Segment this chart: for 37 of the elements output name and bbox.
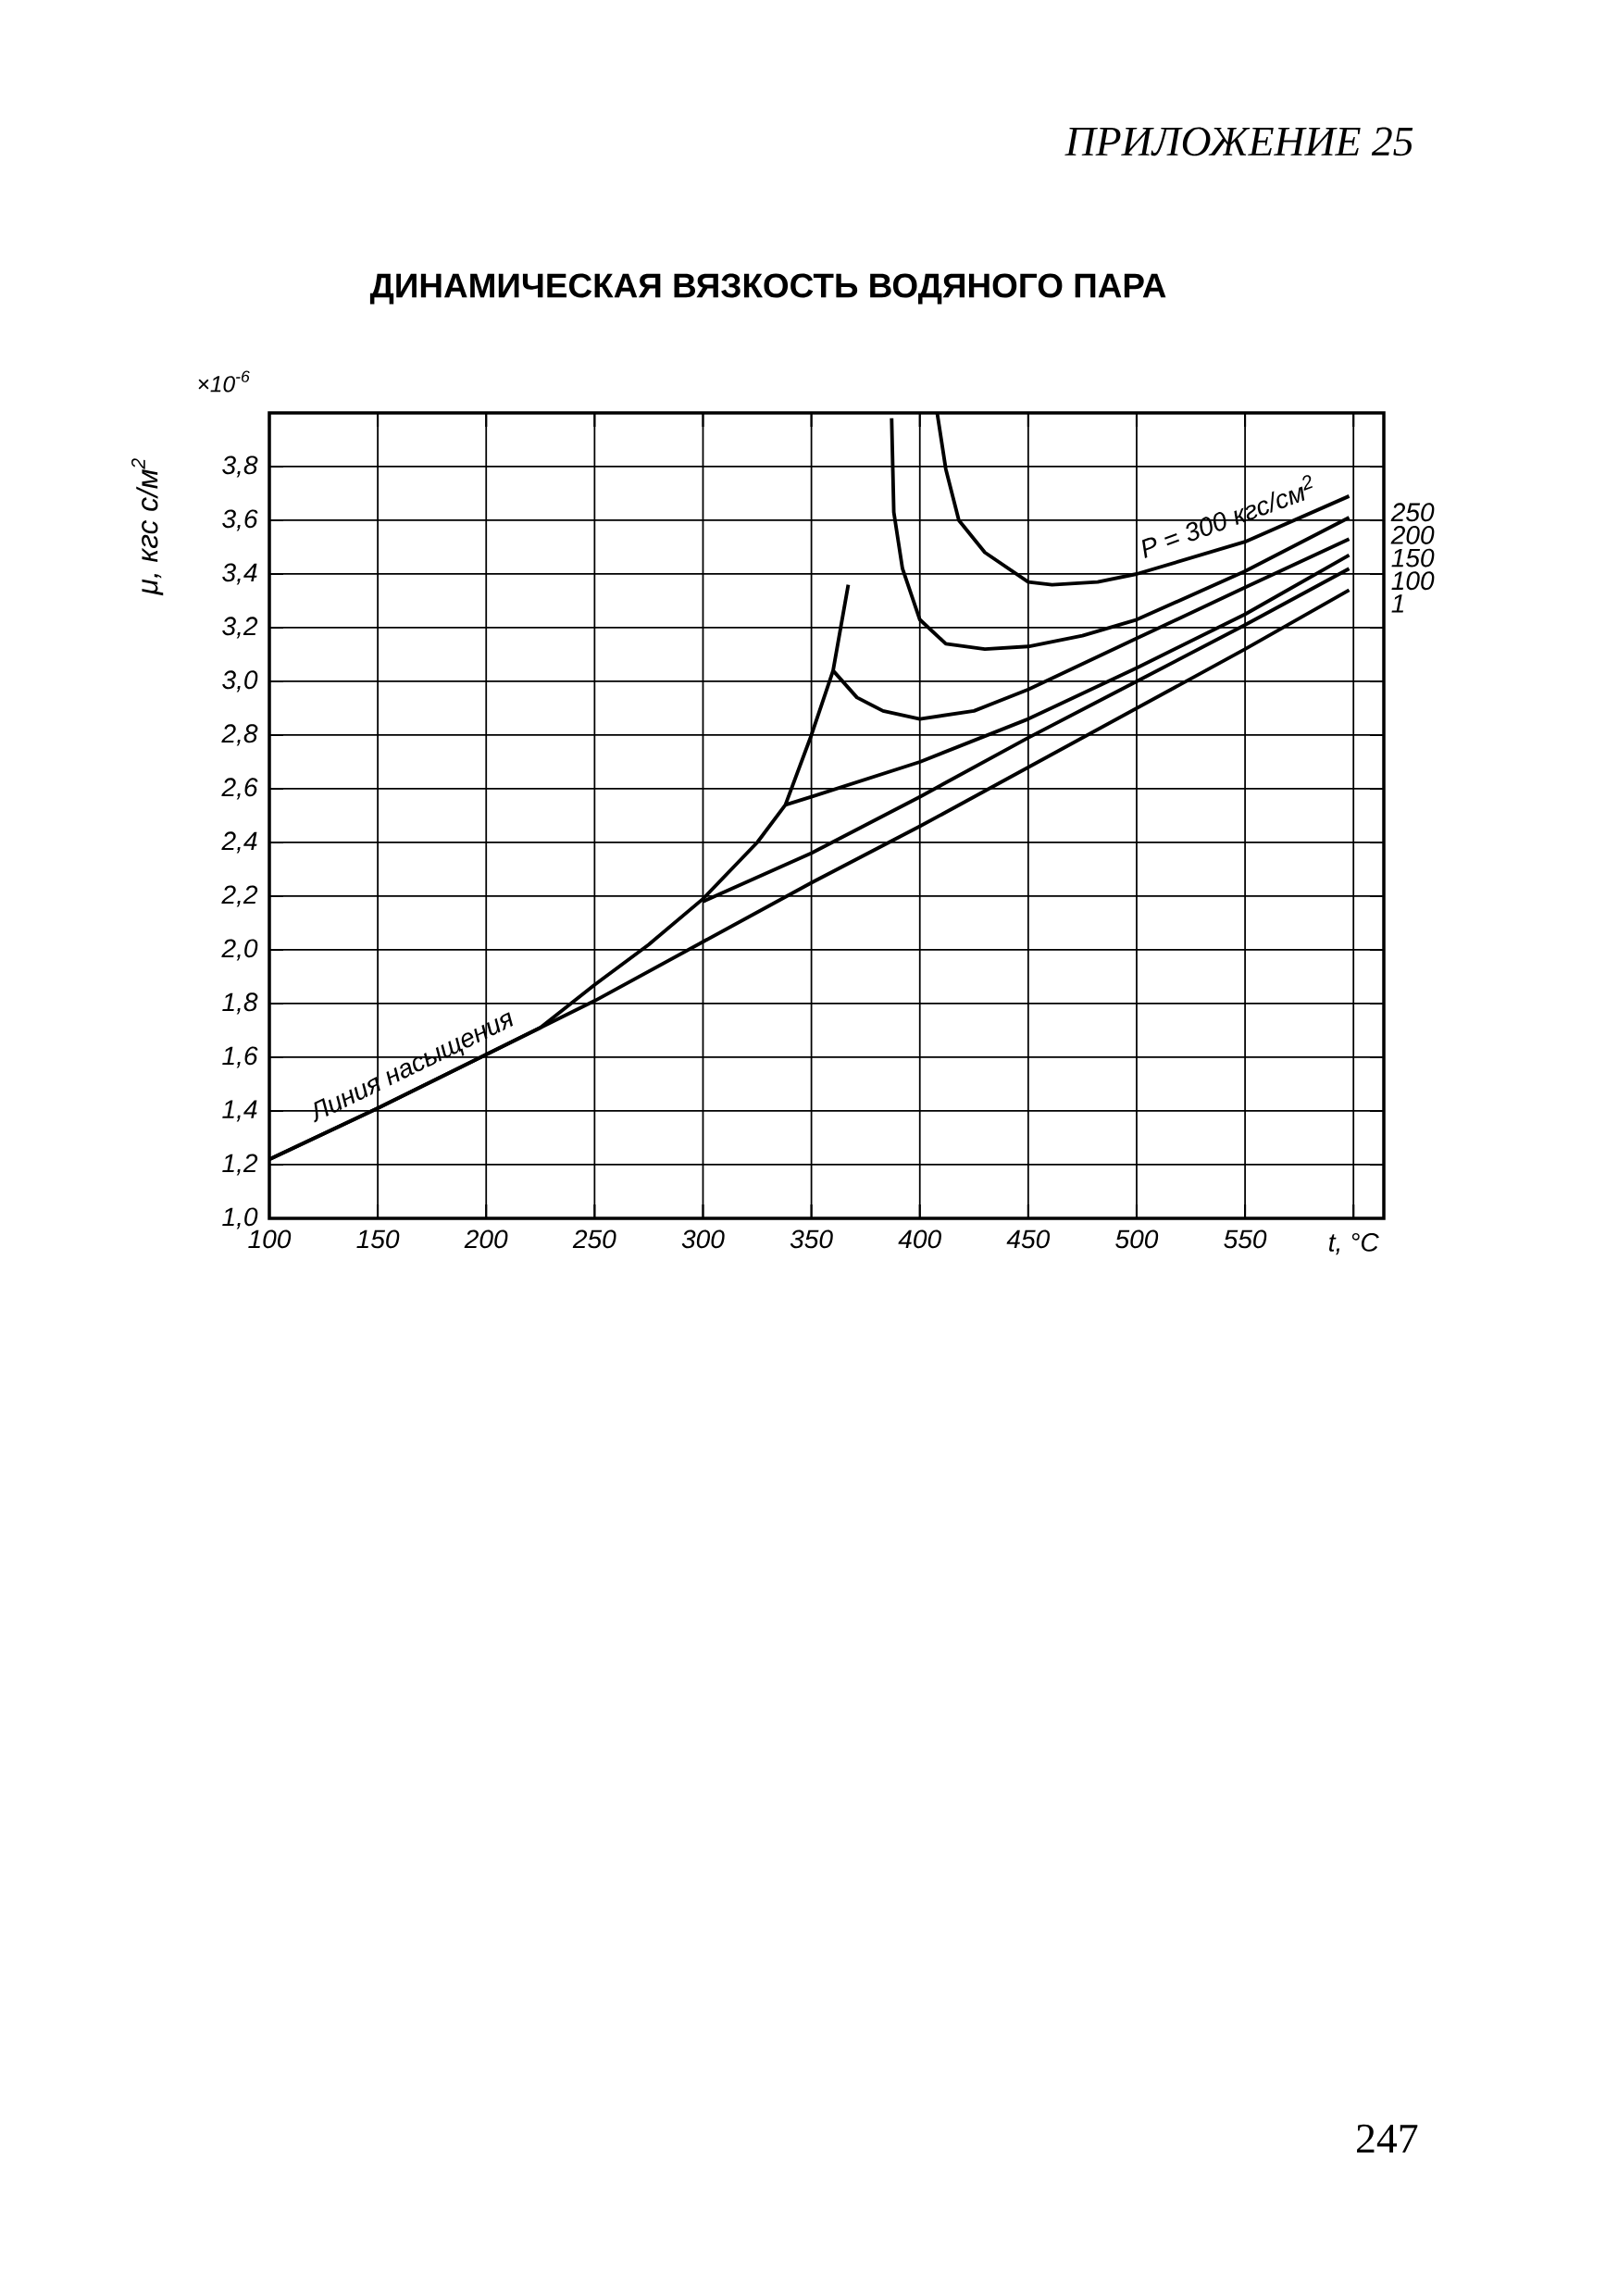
x-tick-label: 200 [464, 1229, 508, 1249]
y-tick-label: 2,2 [221, 885, 258, 907]
y-tick-label: 2,4 [221, 831, 257, 854]
text: ПРИЛОЖЕНИЕ 25 [1064, 127, 1413, 156]
y-tick-label: 1,0 [222, 1207, 258, 1229]
x-tick-label: 250 [572, 1229, 616, 1249]
y-tick-label: 2,8 [221, 724, 258, 746]
y-axis-title: μ, кгс с/м$^{2}$ [131, 458, 164, 596]
y-tick-label: 3,6 [222, 509, 258, 531]
x-tick-label: 500 [1115, 1229, 1159, 1249]
x-axis-title: t, °C [1329, 1232, 1379, 1255]
x-tick-label: 550 [1224, 1229, 1267, 1249]
series-label: 1 [1391, 594, 1404, 613]
text: P = 300 кгс/см$^{2}$ [1141, 475, 1313, 559]
y-tick-label: 3,2 [222, 617, 258, 639]
x-tick-label: 150 [356, 1229, 400, 1249]
text: 247 [1357, 2124, 1418, 2153]
y-tick-label: 2,6 [221, 778, 258, 800]
y-tick-label: 1,4 [222, 1100, 257, 1122]
legend-label: 100 [1391, 571, 1435, 591]
x-tick-label: 400 [898, 1229, 941, 1249]
y-tick-label: 3,0 [222, 670, 258, 693]
series-label: 250 [1390, 503, 1435, 522]
y-tick-label: 1,8 [222, 992, 258, 1015]
legend-label: 200 [1390, 525, 1435, 544]
x-tick-label: 300 [681, 1229, 725, 1249]
y-tick-label: 1,6 [222, 1046, 258, 1068]
y-tick-label: 2,0 [221, 939, 258, 961]
text: ×10$^{-6}$ [198, 370, 250, 393]
y-tick-label: 3,8 [222, 455, 258, 478]
chart-title: ДИНАМИЧЕСКАЯ ВЯЗКОСТЬ ВОДЯНОГО ПАРА [369, 273, 1166, 305]
y-tick-label: 1,2 [222, 1154, 258, 1176]
x-tick-label: 450 [1006, 1229, 1051, 1249]
series-label: 150 [1391, 548, 1435, 568]
y-tick-label: 3,4 [222, 563, 257, 585]
x-tick-label: 100 [248, 1229, 292, 1249]
x-tick-label: 350 [790, 1229, 833, 1249]
